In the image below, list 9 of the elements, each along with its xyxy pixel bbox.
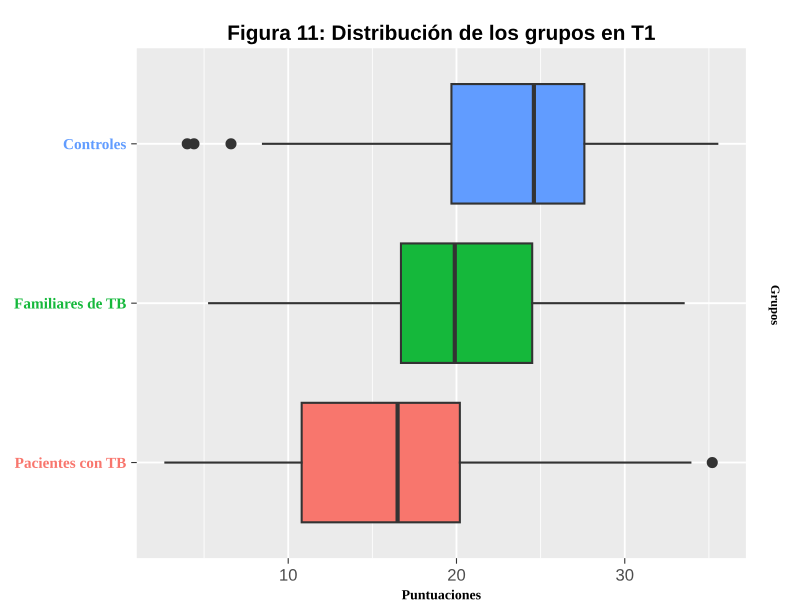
y-tick-label: Familiares de TB [14, 298, 126, 309]
chart-title: Figura 11: Distribución de los grupos en T1 [228, 24, 655, 44]
y-tick-label: Controles [64, 138, 126, 150]
x-tick-label: 10 [280, 569, 297, 581]
y2-axis-title: Grupos [768, 285, 780, 325]
y-tick-label: Pacientes con TB [14, 457, 126, 468]
x-axis-title: Puntuaciones [402, 590, 481, 600]
x-tick-label: 20 [448, 569, 466, 581]
x-tick-label: 30 [616, 569, 634, 581]
